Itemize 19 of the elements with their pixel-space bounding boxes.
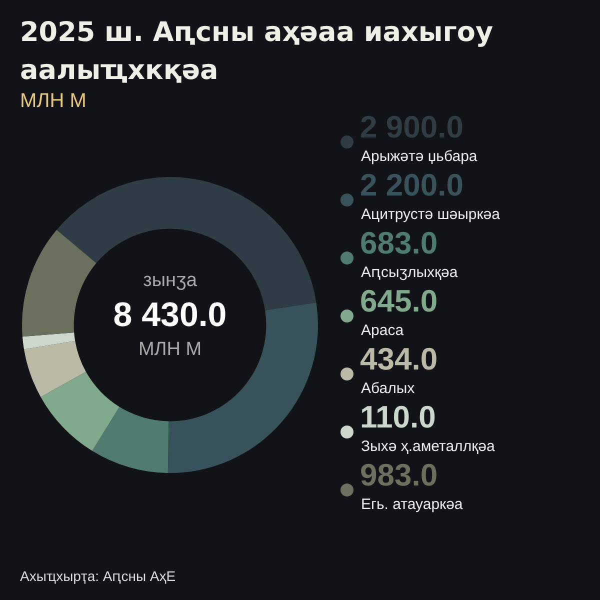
text: зынӡа — [142, 270, 198, 292]
legend-label: Абалых — [361, 380, 416, 398]
data-label: 683.0 — [360, 226, 438, 261]
legend-label: Зыхә ҳ.аметаллқәа — [361, 438, 496, 456]
legend-label: Егь. атауаркәа — [361, 496, 464, 514]
data-label: 2 200.0 — [360, 168, 464, 203]
data-label: 645.0 — [360, 284, 438, 319]
chart-subtitle: МЛН М — [20, 90, 86, 113]
text: 8 430.0 — [112, 296, 228, 335]
data-label: 110.0 — [360, 400, 436, 435]
legend-label: Араса — [361, 322, 404, 340]
text: Ахыҵхырҭа: Аԥсны АҳЕ — [20, 567, 176, 585]
data-label: 434.0 — [360, 342, 438, 377]
text: МЛН М — [137, 339, 203, 361]
legend-label: Арыжәтә џьбара — [361, 148, 478, 166]
legend-label: Ацитрустә шәыркәа — [361, 206, 501, 224]
legend-label: Аԥсыӡлыхқәа — [361, 264, 458, 282]
data-label: 983.0 — [360, 458, 438, 493]
chart-title: 2025 ш. Аԥсны аҳәаа иахыгоу аалыҵхкқәа — [20, 16, 494, 88]
